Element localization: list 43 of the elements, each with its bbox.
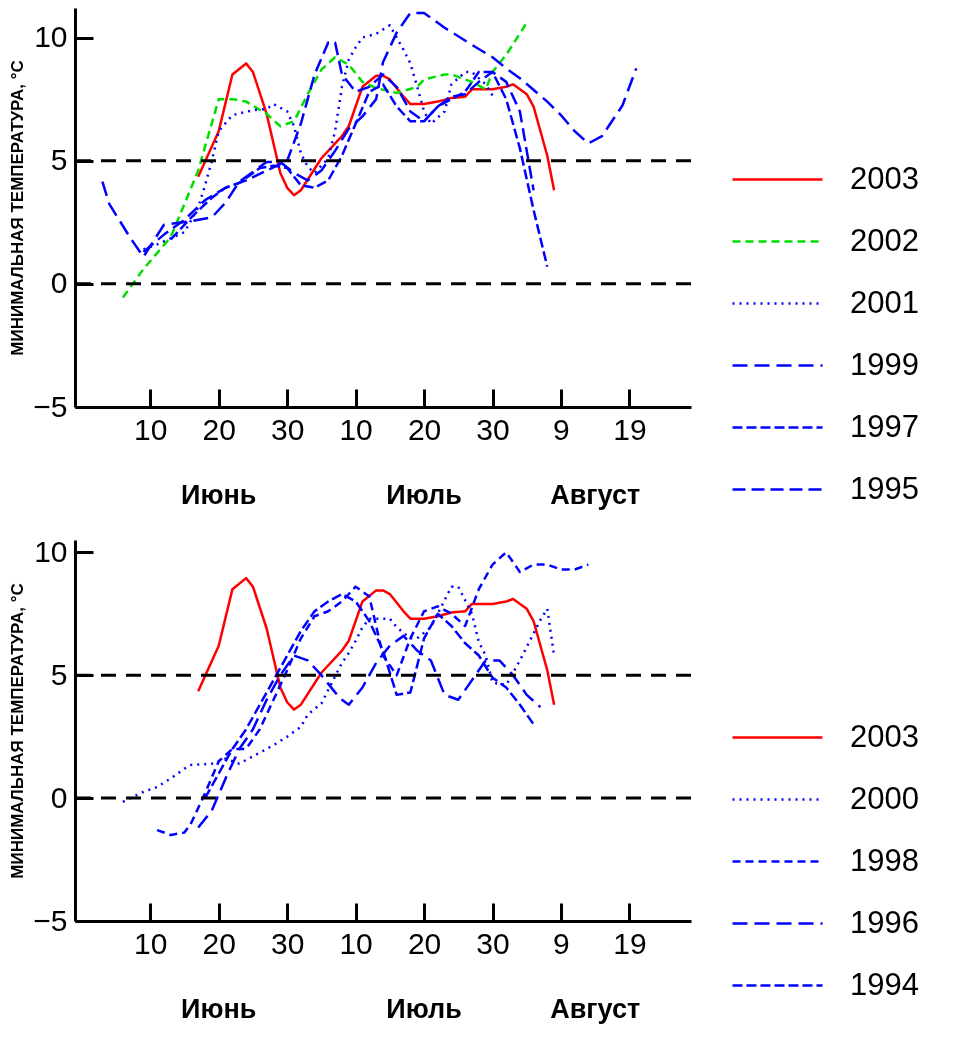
x-tick-label: 10 <box>339 926 373 960</box>
legend-label: 2002 <box>850 222 919 258</box>
text: Август <box>550 994 641 1024</box>
y-axis-title: МИНИМАЛЬНАЯ ТЕМПЕРАТУРА, °C <box>8 583 28 879</box>
x-tick-label: 30 <box>270 926 305 960</box>
x-tick-label: 30 <box>476 926 510 960</box>
text: Июнь <box>181 480 257 510</box>
x-tick-label: 9 <box>553 926 570 960</box>
x-tick-label: 20 <box>407 926 442 960</box>
legend-label: 1994 <box>850 966 919 1002</box>
legend-label: 1999 <box>850 346 919 382</box>
y-tick-label: −5 <box>33 903 68 937</box>
x-tick-label: 19 <box>613 412 647 446</box>
legend-label: 1998 <box>850 842 919 878</box>
x-tick-label: 10 <box>339 412 373 446</box>
x-tick-label: 20 <box>407 412 442 446</box>
x-tick-label: 9 <box>553 412 570 446</box>
legend-label: 2001 <box>850 284 919 320</box>
x-tick-label: 20 <box>202 412 236 446</box>
x-tick-label: 10 <box>134 412 168 446</box>
legend-label: 2000 <box>850 780 919 816</box>
y-tick-label: 10 <box>34 534 68 568</box>
text: Июль <box>386 480 462 510</box>
text: Июль <box>386 994 462 1024</box>
y-tick-label: 10 <box>34 20 68 54</box>
x-tick-label: 30 <box>476 412 510 446</box>
y-axis-title: МИНИМАЛЬНАЯ ТЕМПЕРАТУРА, °C <box>8 60 28 356</box>
legend-label: 2003 <box>850 160 919 196</box>
y-tick-label: 5 <box>50 143 68 177</box>
y-tick-label: 0 <box>50 266 68 300</box>
x-tick-label: 20 <box>202 926 236 960</box>
text: Июнь <box>181 994 257 1024</box>
legend-label: 1997 <box>850 408 919 444</box>
legend-label: 1996 <box>850 904 919 940</box>
x-tick-label: 10 <box>134 926 168 960</box>
text: Август <box>550 480 641 510</box>
x-tick-label: 30 <box>270 412 305 446</box>
y-tick-label: 0 <box>50 780 68 814</box>
y-tick-label: −5 <box>33 389 68 423</box>
x-tick-label: 19 <box>613 926 647 960</box>
legend-label: 1995 <box>850 470 919 506</box>
y-tick-label: 5 <box>50 657 68 691</box>
legend-label: 2003 <box>850 718 919 754</box>
